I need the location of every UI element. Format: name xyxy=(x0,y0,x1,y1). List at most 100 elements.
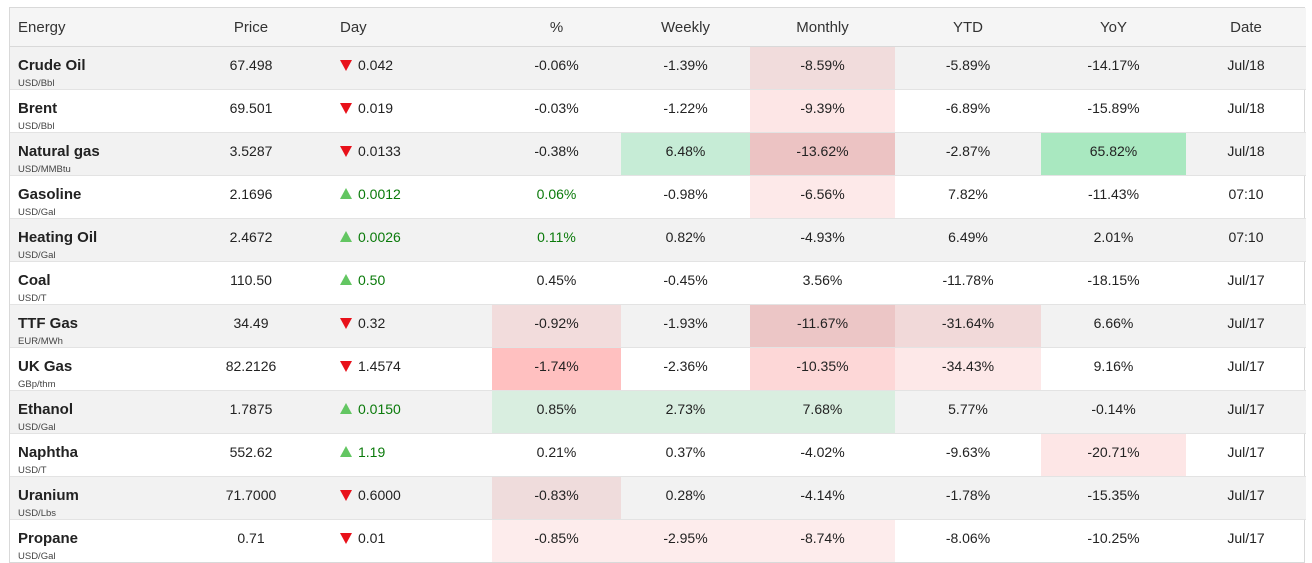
cell-energy: Natural gas USD/MMBtu xyxy=(10,132,170,176)
header-energy[interactable]: Energy xyxy=(10,8,170,47)
down-triangle-icon xyxy=(340,60,352,71)
price-value: 34.49 xyxy=(233,315,269,331)
commodity-name-link[interactable]: Crude Oil xyxy=(18,57,86,74)
cell-ytd: -8.06% xyxy=(895,520,1041,563)
down-triangle-icon xyxy=(340,146,352,157)
pct-value: -0.38% xyxy=(534,143,579,159)
table-row[interactable]: Ethanol USD/Gal 1.7875 0.0150 0.85% 2.73% 7.68… xyxy=(10,390,1306,434)
table-row[interactable]: TTF Gas EUR/MWh 34.49 0.32 -0.92% -1.93% -11.6… xyxy=(10,304,1306,348)
table-row[interactable]: UK Gas GBp/thm 82.2126 1.4574 -1.74% -2.36% -1… xyxy=(10,347,1306,391)
cell-day: 0.042 xyxy=(332,46,492,90)
ytd-value: -34.43% xyxy=(941,358,995,374)
table-row[interactable]: Propane USD/Gal 0.71 0.01 -0.85% -2.95% -8.74%… xyxy=(10,519,1306,563)
price-value: 0.71 xyxy=(237,530,265,546)
cell-day: 0.0150 xyxy=(332,390,492,434)
table-row[interactable]: Natural gas USD/MMBtu 3.5287 0.0133 -0.38% 6.… xyxy=(10,132,1306,176)
table-row[interactable]: Brent USD/Bbl 69.501 0.019 -0.03% -1.22% -9.39… xyxy=(10,89,1306,133)
commodity-name-link[interactable]: TTF Gas xyxy=(18,315,79,332)
cell-weekly: 2.73% xyxy=(621,390,750,434)
cell-percent: 0.21% xyxy=(492,433,621,477)
cell-day: 0.6000 xyxy=(332,476,492,520)
price-value: 2.4672 xyxy=(229,229,273,245)
weekly-value: -0.98% xyxy=(663,186,708,202)
cell-price: 1.7875 xyxy=(170,390,332,434)
weekly-value: -2.95% xyxy=(663,530,708,546)
cell-price: 110.50 xyxy=(170,261,332,305)
cell-date: Jul/18 xyxy=(1186,89,1306,133)
monthly-value: -4.02% xyxy=(800,444,845,460)
commodity-name-link[interactable]: Coal xyxy=(18,272,51,289)
cell-monthly: 7.68% xyxy=(750,390,895,434)
commodity-unit: USD/MMBtu xyxy=(18,164,71,175)
cell-weekly: -1.93% xyxy=(621,304,750,348)
cell-price: 34.49 xyxy=(170,304,332,348)
cell-monthly: -8.59% xyxy=(750,46,895,90)
ytd-value: -31.64% xyxy=(941,315,995,331)
cell-ytd: 7.82% xyxy=(895,175,1041,219)
cell-energy: TTF Gas EUR/MWh xyxy=(10,304,170,348)
header-percent[interactable]: % xyxy=(492,8,621,47)
cell-percent: -0.85% xyxy=(492,519,621,562)
header-weekly[interactable]: Weekly xyxy=(621,8,750,47)
date-value: Jul/17 xyxy=(1227,487,1265,503)
commodity-unit: USD/Gal xyxy=(18,422,56,433)
pct-value: -0.03% xyxy=(534,100,579,116)
cell-day: 1.19 xyxy=(332,433,492,477)
commodity-name-link[interactable]: Brent xyxy=(18,100,58,117)
commodity-name-link[interactable]: Heating Oil xyxy=(18,229,98,246)
yoy-value: -15.35% xyxy=(1087,487,1140,503)
commodity-name-link[interactable]: Uranium xyxy=(18,487,79,504)
table-row[interactable]: Gasoline USD/Gal 2.1696 0.0012 0.06% -0.98% -6… xyxy=(10,175,1306,219)
yoy-value: -18.15% xyxy=(1087,272,1140,288)
cell-percent: 0.45% xyxy=(492,261,621,305)
ytd-value: 5.77% xyxy=(948,401,988,417)
ytd-value: -8.06% xyxy=(945,530,991,546)
header-ytd[interactable]: YTD xyxy=(895,8,1041,47)
weekly-value: 2.73% xyxy=(665,401,706,417)
ytd-value: -5.89% xyxy=(945,57,991,73)
cell-ytd: 6.49% xyxy=(895,218,1041,262)
header-date[interactable]: Date xyxy=(1186,8,1306,47)
cell-price: 552.62 xyxy=(170,433,332,477)
price-value: 2.1696 xyxy=(229,186,273,202)
pct-value: -0.92% xyxy=(534,315,579,331)
header-day[interactable]: Day xyxy=(332,8,492,47)
commodity-name-link[interactable]: UK Gas xyxy=(18,358,73,375)
yoy-value: -15.89% xyxy=(1087,100,1140,116)
cell-date: Jul/18 xyxy=(1186,46,1306,90)
header-monthly[interactable]: Monthly xyxy=(750,8,895,47)
table-row[interactable]: Heating Oil USD/Gal 2.4672 0.0026 0.11% 0.82%… xyxy=(10,218,1306,262)
cell-energy: Brent USD/Bbl xyxy=(10,89,170,133)
date-value: Jul/18 xyxy=(1227,57,1265,73)
commodity-name-link[interactable]: Naphtha xyxy=(18,444,78,461)
table-row[interactable]: Uranium USD/Lbs 71.7000 0.6000 -0.83% 0.28% -4… xyxy=(10,476,1306,520)
cell-weekly: -0.45% xyxy=(621,261,750,305)
table-row[interactable]: Crude Oil USD/Bbl 67.498 0.042 -0.06% -1.39% -… xyxy=(10,46,1306,90)
commodity-unit: USD/Lbs xyxy=(18,508,57,519)
ytd-value: -11.78% xyxy=(942,272,994,288)
weekly-value: -1.39% xyxy=(663,57,708,73)
yoy-value: -14.17% xyxy=(1087,57,1140,73)
date-value: Jul/17 xyxy=(1227,401,1265,417)
monthly-value: -8.74% xyxy=(800,530,845,546)
header-yoy[interactable]: YoY xyxy=(1041,8,1186,47)
header-row: Energy Price Day % Weekly Monthly YTD Yo… xyxy=(10,8,1306,47)
header-price[interactable]: Price xyxy=(170,8,332,47)
price-value: 3.5287 xyxy=(229,143,273,159)
commodity-name-link[interactable]: Ethanol xyxy=(18,401,73,418)
commodity-name-link[interactable]: Gasoline xyxy=(18,186,82,203)
yoy-value: 65.82% xyxy=(1089,143,1138,159)
down-triangle-icon xyxy=(340,533,352,544)
table-row[interactable]: Naphtha USD/T 552.62 1.19 0.21% 0.37% -4.02% -9… xyxy=(10,433,1306,477)
cell-yoy: -10.25% xyxy=(1041,520,1186,563)
yoy-value: -11.43% xyxy=(1087,186,1140,202)
cell-ytd: -9.63% xyxy=(895,433,1041,477)
commodity-unit: EUR/MWh xyxy=(18,336,63,347)
commodity-name-link[interactable]: Propane xyxy=(18,530,79,547)
cell-ytd: -11.78% xyxy=(895,261,1041,305)
table-row[interactable]: Coal USD/T 110.50 0.50 0.45% -0.45% 3.56% -11.7… xyxy=(10,261,1306,305)
commodity-unit: USD/Gal xyxy=(18,207,56,218)
commodity-name-link[interactable]: Natural gas xyxy=(18,143,100,160)
commodity-unit: USD/Gal xyxy=(18,250,56,261)
price-value: 71.7000 xyxy=(225,487,277,503)
